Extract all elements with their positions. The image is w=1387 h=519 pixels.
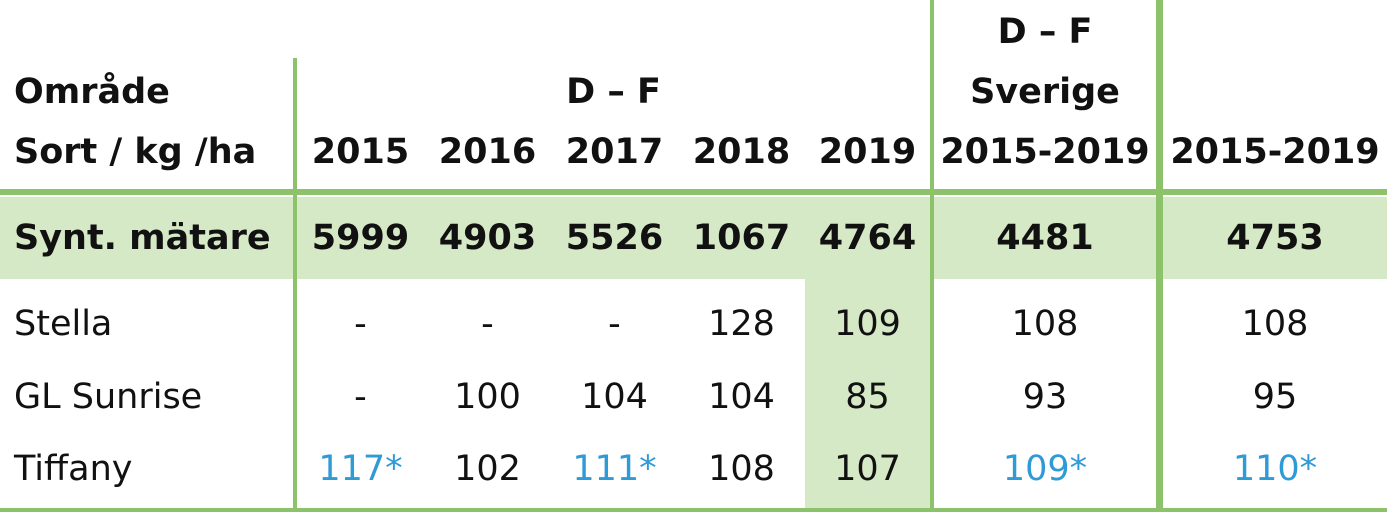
- sweden-column-divider: [1156, 0, 1163, 512]
- table-cell: 93: [1022, 376, 1068, 417]
- table-cell: 109: [834, 303, 901, 344]
- table-cell: 104: [708, 376, 775, 417]
- year-block-divider: [930, 0, 934, 512]
- table-cell: 109*: [1002, 448, 1088, 489]
- table-cell: 110*: [1232, 448, 1318, 489]
- table-cell: 5999: [311, 217, 410, 258]
- header-total-period: 2015-2019: [1170, 131, 1380, 172]
- table-cell: 1067: [692, 217, 791, 258]
- header-group-df: D – F: [566, 71, 661, 112]
- table-bottom-line: [0, 508, 1387, 512]
- table-cell: 85: [845, 376, 890, 417]
- table-cell: 117*: [318, 448, 403, 489]
- header-year-2015: 2015: [311, 131, 410, 172]
- table-cell: 102: [454, 448, 521, 489]
- table-cell: 4753: [1226, 217, 1324, 258]
- table-cell: -: [608, 303, 621, 344]
- table-cell: 100: [454, 376, 521, 417]
- header-year-2017: 2017: [565, 131, 664, 172]
- table-cell: 108: [1011, 303, 1079, 344]
- table-cell: -: [354, 376, 367, 417]
- header-divider: [0, 189, 1387, 195]
- table-cell: 111*: [572, 448, 657, 489]
- header-year-2016: 2016: [438, 131, 537, 172]
- table-cell: 128: [708, 303, 775, 344]
- header-sweden-df: D – F: [997, 11, 1093, 52]
- header-sweden-period: 2015-2019: [940, 131, 1150, 172]
- row-label: Stella: [14, 303, 113, 344]
- table-cell: 4764: [818, 217, 917, 258]
- table-cell: 4903: [438, 217, 537, 258]
- header-area-label: Område: [14, 71, 170, 112]
- table-cell: 104: [581, 376, 648, 417]
- header-year-2019: 2019: [818, 131, 917, 172]
- row-label-divider: [293, 58, 297, 512]
- table-cell: 108: [708, 448, 775, 489]
- row-label: Tiffany: [14, 448, 133, 489]
- table-cell: 107: [834, 448, 901, 489]
- header-sort-label: Sort / kg /ha: [14, 131, 257, 172]
- row-label: Synt. mätare: [14, 217, 271, 258]
- reference-row-band: [0, 197, 1387, 279]
- table-cell: -: [354, 303, 367, 344]
- table-cell: 108: [1241, 303, 1309, 344]
- table-cell: 4481: [996, 217, 1094, 258]
- row-label: GL Sunrise: [14, 376, 203, 417]
- header-sweden-label: Sverige: [970, 71, 1120, 112]
- table-cell: 95: [1252, 376, 1298, 417]
- table-cell: -: [481, 303, 494, 344]
- table-cell: 5526: [565, 217, 664, 258]
- header-year-2018: 2018: [692, 131, 791, 172]
- year-2019-column-band: [805, 279, 932, 508]
